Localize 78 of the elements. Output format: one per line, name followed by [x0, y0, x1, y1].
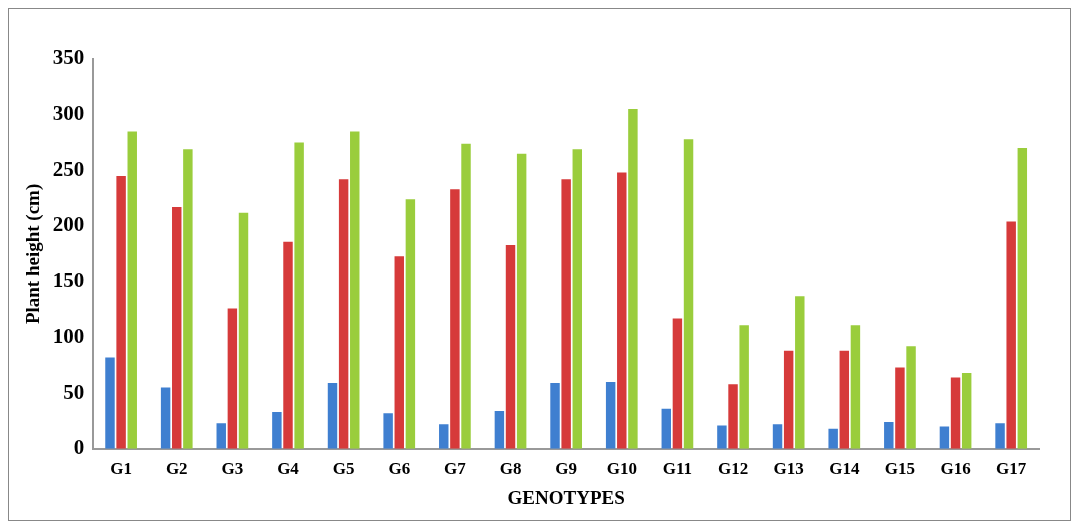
bar: [294, 142, 304, 449]
bar: [661, 408, 672, 449]
bar: [772, 424, 783, 449]
bar: [572, 149, 582, 449]
bar: [172, 207, 182, 449]
y-tick-label: 150: [52, 268, 85, 293]
x-tick-label: G10: [606, 459, 637, 479]
x-tick-label: G7: [444, 459, 467, 479]
bar: [350, 131, 360, 449]
y-tick-label: 50: [63, 379, 85, 404]
bar: [116, 175, 126, 449]
bar: [105, 357, 115, 449]
bar: [728, 384, 738, 449]
x-tick-label: G11: [662, 459, 693, 479]
y-tick-label: 350: [52, 45, 85, 70]
bar: [895, 367, 905, 449]
x-tick-label: G5: [332, 459, 355, 479]
bar: [160, 387, 171, 449]
x-tick-label: G4: [277, 459, 300, 479]
y-tick-label: 100: [52, 323, 85, 348]
bar: [605, 381, 616, 449]
bar: [505, 244, 516, 449]
x-tick-label: G13: [773, 459, 804, 479]
x-tick-label: G12: [717, 459, 749, 479]
bar: [739, 325, 749, 449]
bar: [783, 350, 794, 449]
x-tick-label: G1: [110, 459, 132, 479]
y-tick-label: 250: [52, 156, 85, 181]
bar: [961, 373, 972, 449]
bar: [950, 377, 961, 449]
bar: [238, 212, 249, 449]
x-tick-label: G2: [165, 459, 188, 479]
x-tick-label: G6: [388, 459, 411, 479]
bar: [828, 428, 838, 449]
bar: [717, 425, 727, 449]
bar: [272, 412, 282, 449]
bar: [450, 189, 460, 449]
bar: [283, 241, 293, 449]
x-tick-label: G14: [829, 459, 860, 479]
bar: [995, 423, 1005, 449]
bar: [494, 410, 505, 449]
bar: [683, 139, 694, 449]
bar: [850, 325, 861, 449]
bar: [906, 346, 916, 449]
y-axis-title: Plant height (cm): [22, 183, 45, 325]
y-tick-label: 300: [52, 101, 85, 126]
bar: [461, 143, 471, 449]
bar: [561, 179, 571, 449]
x-tick-label: G16: [940, 459, 971, 479]
bar: [439, 424, 449, 449]
bar: [216, 423, 226, 449]
y-tick-label: 200: [52, 212, 85, 237]
bar: [672, 318, 683, 449]
bar: [183, 149, 193, 449]
x-tick-label: G15: [884, 459, 916, 479]
y-tick-label: 0: [73, 435, 85, 460]
bar: [839, 350, 850, 449]
bar: [327, 383, 338, 449]
bar: [338, 179, 349, 449]
bar: [383, 413, 393, 449]
bar: [939, 426, 950, 449]
bar: [227, 308, 238, 449]
bar: [127, 131, 137, 449]
bar: [550, 383, 560, 449]
bar: [617, 172, 627, 449]
bar: [628, 109, 638, 449]
bar: [405, 199, 416, 449]
x-tick-label: G3: [221, 459, 244, 479]
x-tick-label: G8: [499, 459, 522, 479]
bar: [1017, 148, 1028, 449]
bar: [1006, 221, 1016, 449]
bar: [394, 256, 404, 449]
bar: [795, 296, 805, 449]
bar: [516, 153, 527, 449]
bar: [884, 422, 894, 449]
x-tick-label: G9: [555, 459, 578, 479]
x-tick-label: G17: [996, 459, 1027, 479]
x-axis-title: GENOTYPES: [507, 486, 625, 508]
